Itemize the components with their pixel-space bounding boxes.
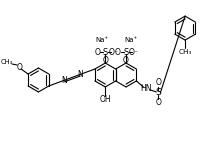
Text: O: O xyxy=(102,56,108,65)
Text: O: O xyxy=(115,48,121,57)
Text: Na⁺: Na⁺ xyxy=(96,37,109,43)
Text: O: O xyxy=(16,62,22,71)
Text: CH₃: CH₃ xyxy=(1,59,13,65)
Text: O: O xyxy=(155,98,161,107)
Text: O⁻: O⁻ xyxy=(108,48,118,57)
Text: N: N xyxy=(61,76,67,85)
Text: CH₃: CH₃ xyxy=(178,49,192,55)
Text: OH: OH xyxy=(99,95,111,104)
Text: O: O xyxy=(155,78,161,87)
Text: N: N xyxy=(77,70,83,79)
Text: O⁻: O⁻ xyxy=(129,48,139,57)
Text: O: O xyxy=(94,48,100,57)
Text: HN: HN xyxy=(141,84,152,94)
Text: O: O xyxy=(123,56,129,65)
Text: Na⁺: Na⁺ xyxy=(124,37,138,43)
Text: S: S xyxy=(123,48,129,57)
Text: S: S xyxy=(155,88,161,97)
Text: S: S xyxy=(103,48,108,57)
